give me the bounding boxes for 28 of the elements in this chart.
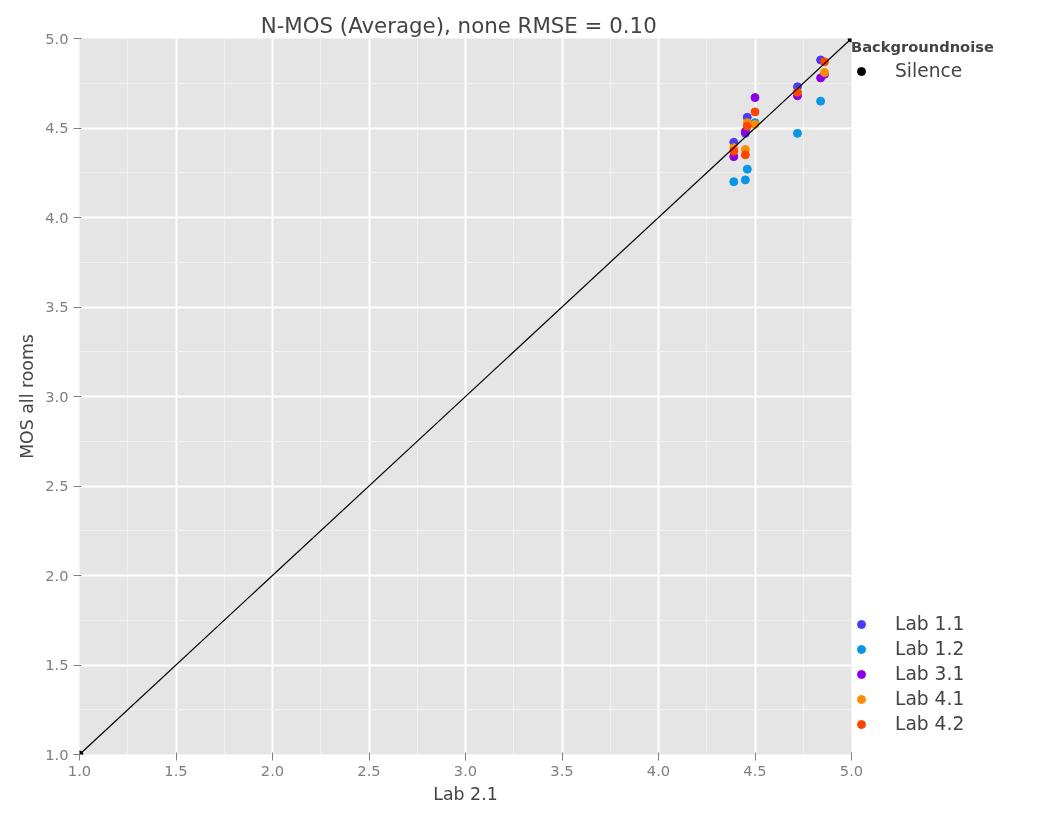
y-tick-label: 2.5 [45, 477, 69, 494]
y-tick-label: 4.0 [45, 208, 69, 226]
x-tick-label: 1.5 [164, 761, 188, 779]
x-tick-label: 3.0 [453, 761, 478, 779]
x-axis-title: Lab 2.1 [433, 783, 498, 804]
y-axis-title: MOS all rooms [17, 334, 38, 459]
legend-label: Lab 3.1 [895, 663, 965, 684]
chart-title: N-MOS (Average), none RMSE = 0.10 [260, 12, 657, 38]
y-tick-label: 4.5 [45, 119, 69, 136]
legend-label: Lab 1.1 [895, 613, 965, 634]
legend-label: Silence [895, 60, 963, 81]
x-tick-label: 4.0 [646, 761, 671, 779]
y-tick-label: 5.0 [45, 29, 69, 47]
x-tick-label: 1.0 [67, 761, 92, 779]
legend-label: Lab 4.1 [895, 688, 965, 709]
legend-label: Lab 1.2 [895, 638, 965, 659]
y-tick-label: 1.5 [45, 656, 69, 673]
legend-title: Backgroundnoise [851, 38, 994, 55]
x-tick-label: 3.5 [550, 761, 574, 779]
y-tick-label: 2.0 [45, 566, 69, 584]
legend-label: Lab 4.2 [895, 713, 965, 734]
y-tick-label: 3.5 [45, 298, 69, 315]
x-tick-label: 4.5 [743, 761, 767, 779]
y-tick-label: 1.0 [45, 745, 69, 763]
x-tick-label: 2.5 [357, 761, 381, 779]
x-tick-label: 5.0 [839, 761, 864, 779]
y-tick-label: 3.0 [45, 387, 69, 405]
x-tick-label: 2.0 [260, 761, 285, 779]
